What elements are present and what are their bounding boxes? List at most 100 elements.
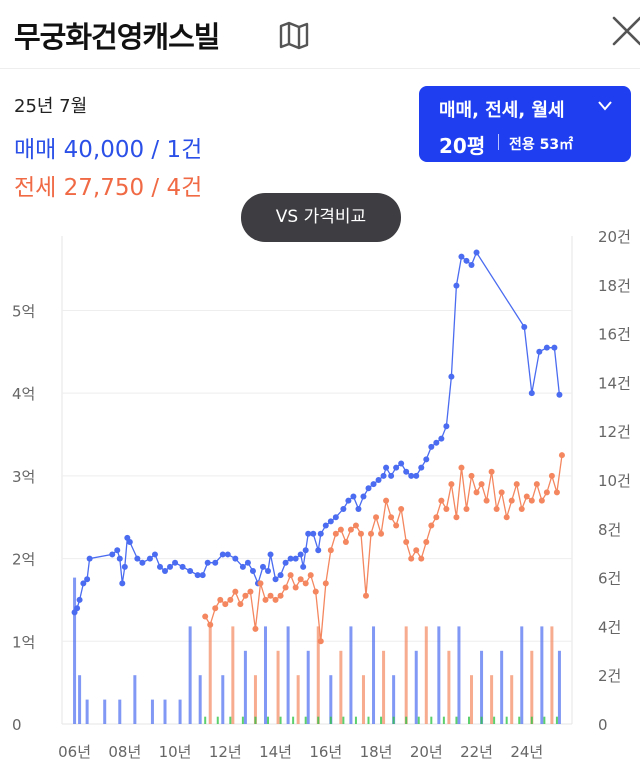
rent-bar [229, 716, 232, 724]
jeonse-point [287, 572, 294, 579]
sale-point [194, 572, 201, 579]
rent-bar [342, 716, 345, 724]
sale-summary: 매매 40,000 / 1건 [14, 137, 203, 163]
volume-bar [437, 626, 441, 724]
volume-bar [480, 650, 484, 724]
sale-point [448, 373, 455, 380]
rent-bar [405, 716, 408, 724]
volume-bar [557, 650, 561, 724]
jeonse-point [312, 588, 319, 595]
rent-bar [442, 716, 445, 724]
x-tick-label: 18년 [360, 743, 393, 761]
jeonse-point [277, 592, 284, 599]
sale-point [162, 567, 169, 574]
sale-point [380, 472, 387, 479]
x-tick-label: 12년 [209, 743, 242, 761]
x-tick-label: 06년 [58, 743, 91, 761]
sale-point [345, 497, 352, 504]
sale-point [423, 456, 430, 463]
jeonse-point [513, 481, 520, 488]
volume-bar [392, 675, 396, 724]
sale-point [350, 493, 357, 500]
sale-point [134, 555, 141, 562]
jeonse-point [433, 514, 440, 521]
jeonse-point [388, 514, 395, 521]
jeonse-point [473, 489, 480, 496]
jeonse-point [493, 505, 500, 512]
jeonse-point [553, 489, 560, 496]
y-right-tick-label: 12건 [598, 423, 631, 441]
sale-point [556, 391, 563, 398]
divider [498, 134, 499, 150]
sale-point [244, 559, 251, 566]
jeonse-point [378, 530, 385, 537]
sale-point [300, 563, 307, 570]
jeonse-point [257, 580, 264, 587]
sale-point [383, 464, 390, 471]
jeonse-point [483, 497, 490, 504]
volume-bar [306, 650, 310, 724]
volume-bar [361, 675, 365, 724]
volume-bar [470, 675, 474, 724]
jeonse-point [498, 489, 505, 496]
sale-point [438, 435, 445, 442]
period-label: 25년 7월 [14, 96, 88, 117]
jeonse-point [478, 481, 485, 488]
close-icon[interactable] [610, 14, 640, 48]
sale-point [287, 555, 294, 562]
volume-bar [530, 650, 534, 724]
sale-point [403, 468, 410, 475]
compare-button[interactable]: VS 가격비교 [241, 193, 401, 242]
sale-point [172, 559, 179, 566]
sale-point [463, 257, 470, 264]
jeonse-point [538, 497, 545, 504]
volume-bar [198, 675, 202, 724]
rent-bar [493, 716, 496, 724]
rent-bar [505, 716, 508, 724]
jeonse-point [297, 576, 304, 583]
rent-bar [216, 716, 219, 724]
sale-point [408, 472, 415, 479]
deal-type-filter-button[interactable]: 매매, 전세, 월세 20평 전용 53㎡ [419, 86, 631, 162]
sale-point [74, 605, 81, 612]
sale-point [473, 249, 480, 256]
sale-point [146, 555, 153, 562]
sale-point [543, 344, 550, 351]
sale-point [86, 555, 93, 562]
jeonse-point [282, 584, 289, 591]
rent-bar [555, 716, 558, 724]
jeonse-point [357, 530, 364, 537]
sale-point [204, 559, 211, 566]
volume-bar [500, 650, 504, 724]
y-left-tick-label: 4억 [12, 385, 35, 403]
x-tick-label: 24년 [510, 743, 543, 761]
sale-point [528, 390, 535, 397]
sale-point [199, 572, 206, 579]
jeonse-point [423, 539, 430, 546]
sale-point [80, 580, 87, 587]
y-right-tick-label: 18건 [598, 277, 631, 295]
sale-point [551, 344, 558, 351]
volume-bar [286, 626, 290, 724]
jeonse-point [468, 472, 475, 479]
y-right-tick-label: 2건 [598, 667, 621, 685]
sale-point [302, 547, 309, 554]
sale-point [249, 567, 256, 574]
rent-bar [543, 716, 546, 724]
sale-point [360, 493, 367, 500]
jeonse-point [327, 547, 334, 554]
map-icon[interactable] [278, 20, 310, 50]
sale-point [388, 472, 395, 479]
sale-point [340, 505, 347, 512]
rent-bar [392, 716, 395, 724]
sale-point [315, 547, 322, 554]
sale-point [305, 530, 312, 537]
sale-point [76, 596, 83, 603]
area-label: 전용 53㎡ [509, 137, 574, 153]
rent-bar [480, 716, 483, 724]
sale-point [413, 472, 420, 479]
jeonse-point [408, 555, 415, 562]
volume-bar [263, 626, 267, 724]
x-tick-label: 20년 [410, 743, 443, 761]
